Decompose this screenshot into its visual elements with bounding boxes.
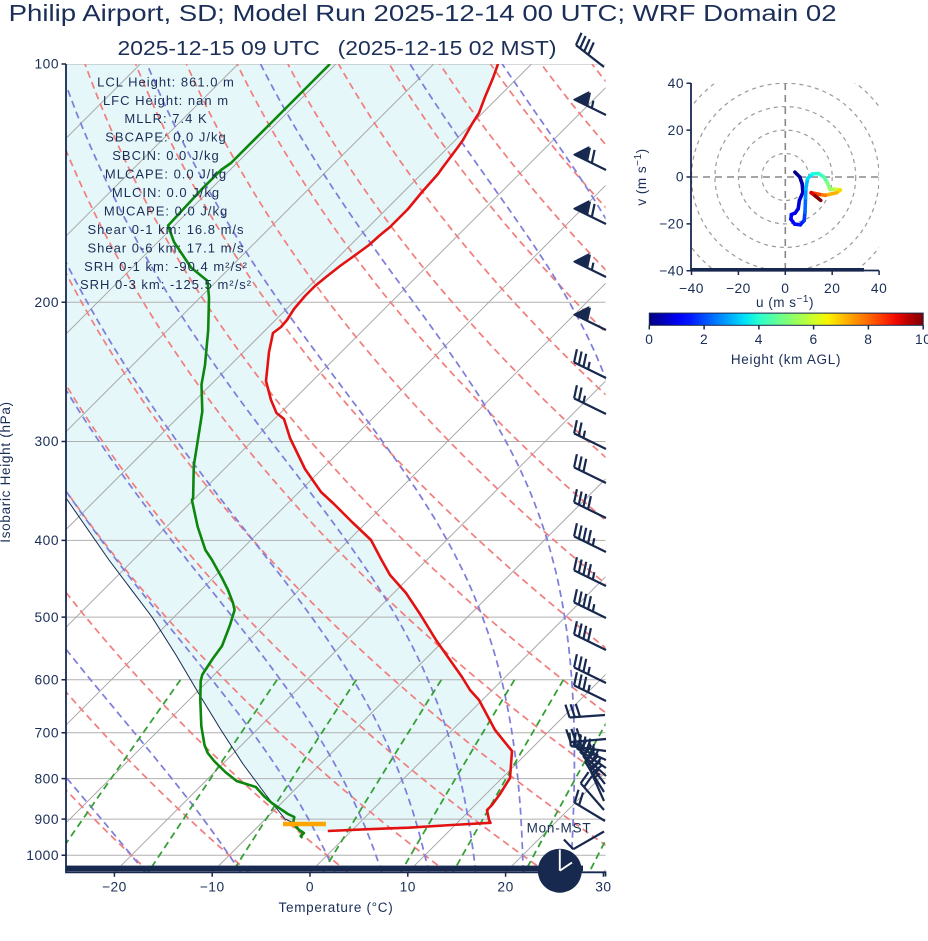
svg-text:1000: 1000 (26, 848, 59, 863)
svg-text:−10: −10 (200, 880, 225, 895)
svg-text:SBCIN: 0.0 J/kg: SBCIN: 0.0 J/kg (112, 148, 219, 163)
svg-text:400: 400 (34, 533, 59, 548)
svg-text:Height (km AGL): Height (km AGL) (731, 352, 841, 367)
svg-text:2025-12-15 09 UTC (2025-12-15: 2025-12-15 09 UTC (2025-12-15 02 MST) (118, 38, 557, 60)
svg-text:0: 0 (781, 281, 789, 296)
svg-text:SBCAPE: 0.0 J/kg: SBCAPE: 0.0 J/kg (105, 130, 227, 145)
svg-text:Philip Airport, SD; Model Run: Philip Airport, SD; Model Run 2025-12-14… (9, 0, 837, 26)
svg-text:MLCAPE: 0.0 J/kg: MLCAPE: 0.0 J/kg (105, 167, 227, 182)
svg-text:−20: −20 (102, 880, 127, 895)
svg-text:MLCIN: 0.0 J/kg: MLCIN: 0.0 J/kg (112, 185, 220, 200)
svg-text:−20: −20 (659, 217, 684, 232)
svg-text:20: 20 (668, 123, 684, 138)
svg-text:20: 20 (824, 281, 840, 296)
svg-text:10: 10 (400, 880, 416, 895)
svg-text:4: 4 (755, 332, 763, 347)
svg-text:−40: −40 (679, 281, 704, 296)
svg-text:0: 0 (676, 170, 684, 185)
svg-text:100: 100 (34, 57, 59, 72)
svg-text:8: 8 (864, 332, 872, 347)
svg-text:800: 800 (34, 771, 59, 786)
svg-text:20: 20 (497, 880, 513, 895)
svg-text:30: 30 (595, 880, 611, 895)
svg-text:40: 40 (871, 281, 887, 296)
svg-text:500: 500 (34, 610, 59, 625)
svg-text:SRH 0-3 km: -125.5 m²/s²: SRH 0-3 km: -125.5 m²/s² (80, 277, 252, 292)
svg-text:Isobaric Height (hPa): Isobaric Height (hPa) (0, 401, 13, 543)
svg-text:10: 10 (915, 332, 928, 347)
svg-text:Temperature (°C): Temperature (°C) (279, 900, 394, 915)
svg-text:Shear 0-6 km: 17.1 m/s: Shear 0-6 km: 17.1 m/s (87, 240, 244, 255)
svg-text:LFC Height: nan m: LFC Height: nan m (103, 93, 229, 108)
svg-text:LCL Height: 861.0 m: LCL Height: 861.0 m (97, 74, 235, 89)
svg-text:−40: −40 (659, 264, 684, 279)
svg-text:300: 300 (34, 434, 59, 449)
svg-text:40: 40 (668, 76, 684, 91)
svg-text:Shear 0-1 km: 16.8 m/s: Shear 0-1 km: 16.8 m/s (87, 222, 244, 237)
svg-text:900: 900 (34, 812, 59, 827)
svg-text:MUCAPE: 0.0 J/kg: MUCAPE: 0.0 J/kg (104, 203, 228, 218)
svg-text:−20: −20 (726, 281, 751, 296)
svg-text:0: 0 (306, 880, 314, 895)
svg-text:200: 200 (34, 295, 59, 310)
svg-text:SRH 0-1 km: -90.4 m²/s²: SRH 0-1 km: -90.4 m²/s² (84, 259, 248, 274)
svg-text:Mon-MST: Mon-MST (527, 821, 592, 836)
svg-text:600: 600 (34, 673, 59, 688)
svg-text:2: 2 (700, 332, 708, 347)
svg-text:6: 6 (810, 332, 818, 347)
svg-text:700: 700 (34, 725, 59, 740)
svg-text:MLLR: 7.4 K: MLLR: 7.4 K (124, 111, 207, 126)
svg-text:0: 0 (645, 332, 653, 347)
